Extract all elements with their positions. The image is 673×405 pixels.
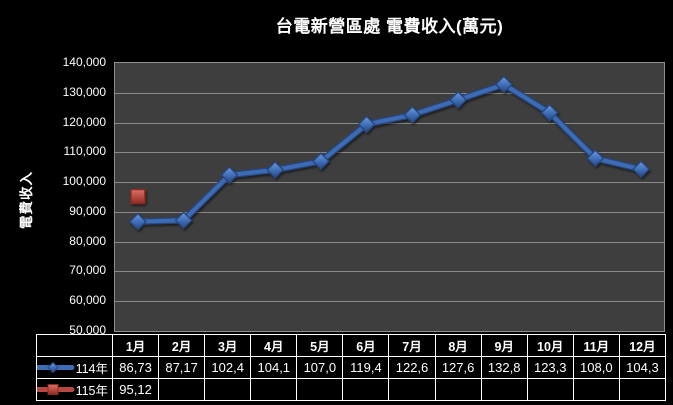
series-114-marker-diamond bbox=[540, 103, 559, 122]
month-header-cell: 11月 bbox=[572, 334, 620, 357]
gridline bbox=[115, 182, 664, 184]
plot-area bbox=[114, 62, 665, 332]
legend-cell-114年: 114年 bbox=[36, 356, 113, 379]
value-cell: 123,3 bbox=[526, 356, 574, 379]
value-cell bbox=[158, 378, 206, 401]
table-row-114年: 114年 86,73 87,17 102,4 104,1 107,0 119,4 122,6 1… bbox=[36, 356, 667, 379]
gridline bbox=[115, 122, 664, 124]
value-cell: 122,6 bbox=[388, 356, 436, 379]
year-label: 115年 bbox=[75, 384, 108, 398]
value-cell: 95,12 bbox=[111, 378, 160, 401]
value-cell: 132,8 bbox=[480, 356, 528, 379]
value-cell bbox=[618, 378, 667, 401]
y-axis-tick-label: 120,000 bbox=[62, 114, 106, 129]
gridline bbox=[115, 271, 664, 273]
series-114-marker-diamond bbox=[128, 212, 147, 231]
y-axis-tick-label: 60,000 bbox=[69, 293, 106, 308]
table-row-115年: 115年 95,12 bbox=[36, 378, 667, 401]
value-cell: 127,6 bbox=[434, 356, 482, 379]
series-114-marker-diamond bbox=[220, 165, 239, 184]
month-header-cell: 3月 bbox=[204, 334, 252, 357]
series-114-marker-diamond bbox=[449, 90, 468, 109]
value-cell bbox=[204, 378, 252, 401]
y-axis-tick-label: 110,000 bbox=[63, 144, 107, 159]
table-header-row: 1月 2月 3月 4月 5月 6月 7月 8月 9月 10月 11月 12月 bbox=[36, 334, 667, 357]
month-header-cell: 7月 bbox=[388, 334, 436, 357]
month-header-cell: 2月 bbox=[158, 334, 206, 357]
series-114-marker-diamond bbox=[174, 211, 193, 230]
gridline bbox=[115, 211, 664, 213]
month-header-cell: 6月 bbox=[342, 334, 390, 357]
value-cell bbox=[250, 378, 298, 401]
value-cell: 104,1 bbox=[250, 356, 298, 379]
legend-line-diamond-icon bbox=[37, 361, 75, 374]
line-series-canvas bbox=[128, 75, 651, 231]
table-corner-ghost-cell bbox=[36, 334, 113, 357]
legend-line-square-icon bbox=[37, 384, 75, 395]
month-header-cell: 5月 bbox=[296, 334, 344, 357]
y-axis-tick-label: 90,000 bbox=[69, 203, 106, 218]
series-114-marker-diamond bbox=[586, 149, 605, 168]
series-115-marker-square bbox=[130, 188, 146, 205]
series-114-marker-diamond bbox=[494, 75, 513, 94]
value-cell: 104,3 bbox=[618, 356, 667, 379]
month-header-cell: 12月 bbox=[618, 334, 667, 357]
y-axis-tick-label: 130,000 bbox=[62, 84, 106, 99]
value-cell: 86,73 bbox=[111, 356, 160, 379]
value-cell bbox=[480, 378, 528, 401]
data-table: 1月 2月 3月 4月 5月 6月 7月 8月 9月 10月 11月 12月 114年 86,73 87,1… bbox=[36, 334, 667, 401]
value-cell: 102,4 bbox=[204, 356, 252, 379]
gridline bbox=[115, 92, 664, 94]
month-header-cell: 9月 bbox=[480, 334, 528, 357]
y-axis-tick-label: 140,000 bbox=[62, 55, 106, 69]
gridline bbox=[115, 301, 664, 303]
value-cell bbox=[526, 378, 574, 401]
series-114-marker-diamond bbox=[632, 160, 651, 179]
y-axis-tick-label: 100,000 bbox=[62, 174, 106, 189]
month-header-cell: 1月 bbox=[111, 334, 160, 357]
series-114-line bbox=[135, 82, 644, 224]
value-cell bbox=[296, 378, 344, 401]
value-cell bbox=[572, 378, 620, 401]
legend-cell-115年: 115年 bbox=[36, 378, 113, 401]
value-cell bbox=[342, 378, 390, 401]
series-114-marker-diamond bbox=[357, 115, 376, 134]
y-axis-tick-label: 80,000 bbox=[69, 233, 106, 248]
value-cell: 87,17 bbox=[158, 356, 206, 379]
y-axis-tick-label: 50,000 bbox=[69, 323, 106, 337]
y-axis-tick-label: 70,000 bbox=[69, 263, 106, 278]
value-cell bbox=[434, 378, 482, 401]
year-label: 114年 bbox=[75, 362, 108, 376]
series-114-marker-diamond bbox=[403, 105, 422, 124]
value-cell bbox=[388, 378, 436, 401]
value-cell: 119,4 bbox=[342, 356, 390, 379]
series-114-marker-diamond bbox=[311, 152, 330, 171]
month-header-cell: 4月 bbox=[250, 334, 298, 357]
month-header-cell: 10月 bbox=[526, 334, 574, 357]
y-axis-tick-labels: 140,000 130,000 120,000 110,000 100,000 90,00… bbox=[0, 0, 106, 405]
gridline bbox=[115, 152, 664, 154]
gridline bbox=[115, 241, 664, 243]
value-cell: 108,0 bbox=[572, 356, 620, 379]
month-header-cell: 8月 bbox=[434, 334, 482, 357]
series-114-marker-diamond bbox=[266, 160, 285, 179]
series-114-line bbox=[134, 81, 645, 225]
value-cell: 107,0 bbox=[296, 356, 344, 379]
chart-title: 台電新營區處 電費收入(萬元) bbox=[275, 17, 504, 36]
